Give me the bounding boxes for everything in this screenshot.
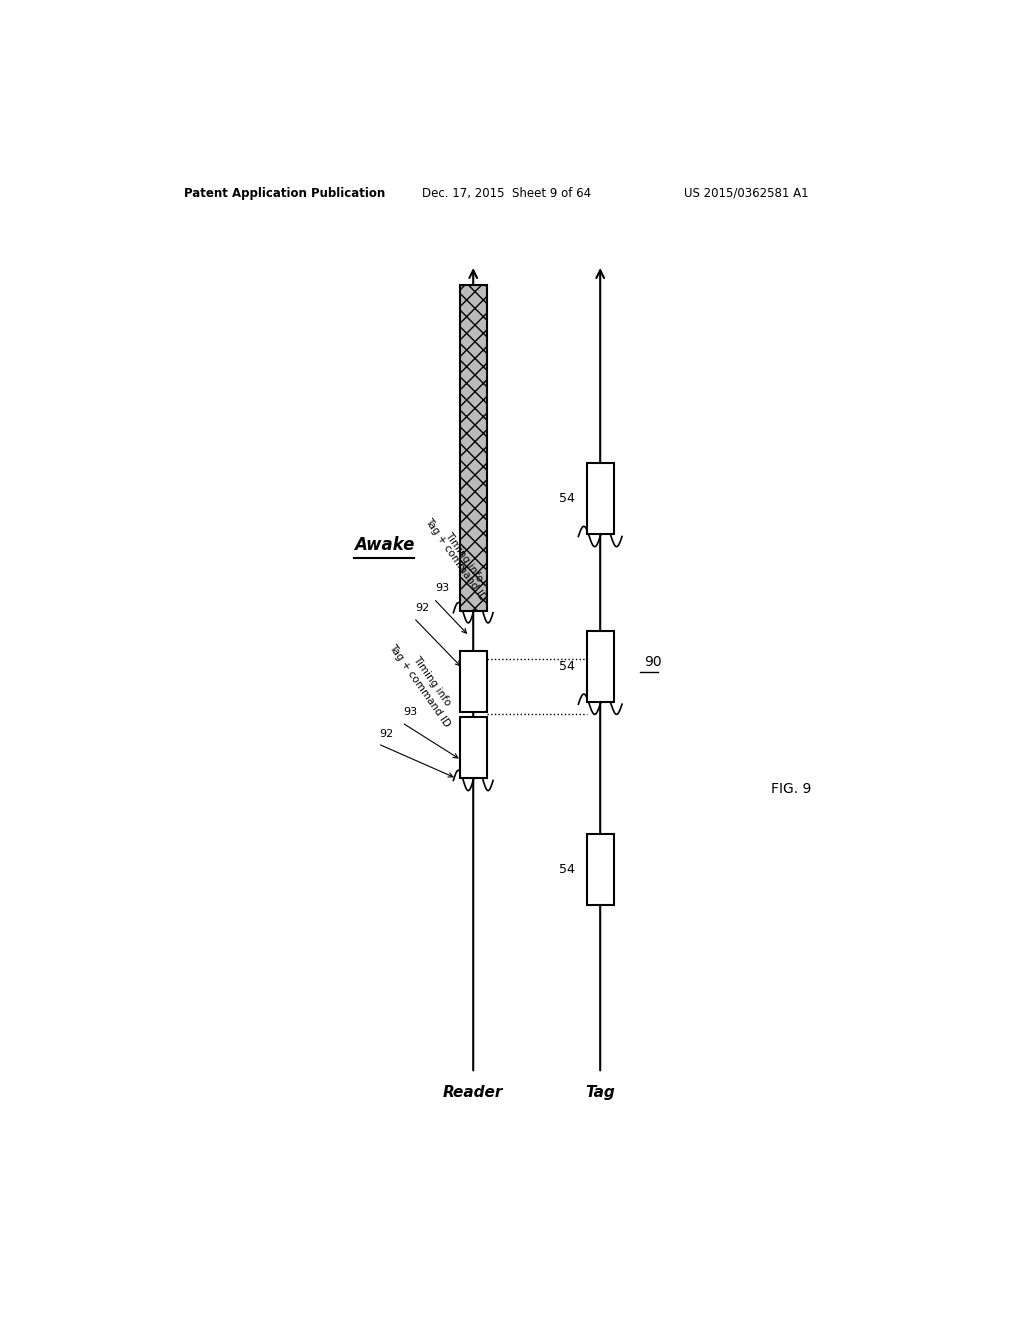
- Text: Timing info: Timing info: [443, 529, 484, 583]
- Bar: [587, 834, 613, 906]
- Text: 54: 54: [559, 863, 574, 876]
- Text: Tag: Tag: [586, 1085, 615, 1101]
- Text: 54: 54: [559, 492, 574, 506]
- Text: US 2015/0362581 A1: US 2015/0362581 A1: [684, 187, 808, 199]
- Text: Dec. 17, 2015  Sheet 9 of 64: Dec. 17, 2015 Sheet 9 of 64: [422, 187, 591, 199]
- Text: Awake: Awake: [354, 536, 415, 553]
- Text: 54: 54: [559, 660, 574, 673]
- Bar: [460, 651, 486, 713]
- Text: 92: 92: [416, 603, 429, 612]
- Bar: [587, 631, 613, 702]
- Bar: [460, 285, 486, 611]
- Text: Patent Application Publication: Patent Application Publication: [183, 187, 385, 199]
- Bar: [587, 463, 613, 535]
- Text: 93: 93: [403, 708, 418, 718]
- Text: Tag + command ID: Tag + command ID: [423, 516, 488, 602]
- Text: Reader: Reader: [443, 1085, 504, 1101]
- Text: 93: 93: [435, 583, 450, 594]
- Text: Timing info: Timing info: [412, 653, 453, 708]
- Text: FIG. 9: FIG. 9: [771, 781, 811, 796]
- Text: 92: 92: [380, 729, 394, 739]
- Text: 90: 90: [644, 655, 662, 668]
- Bar: [460, 718, 486, 779]
- Text: Tag + command ID: Tag + command ID: [387, 642, 453, 729]
